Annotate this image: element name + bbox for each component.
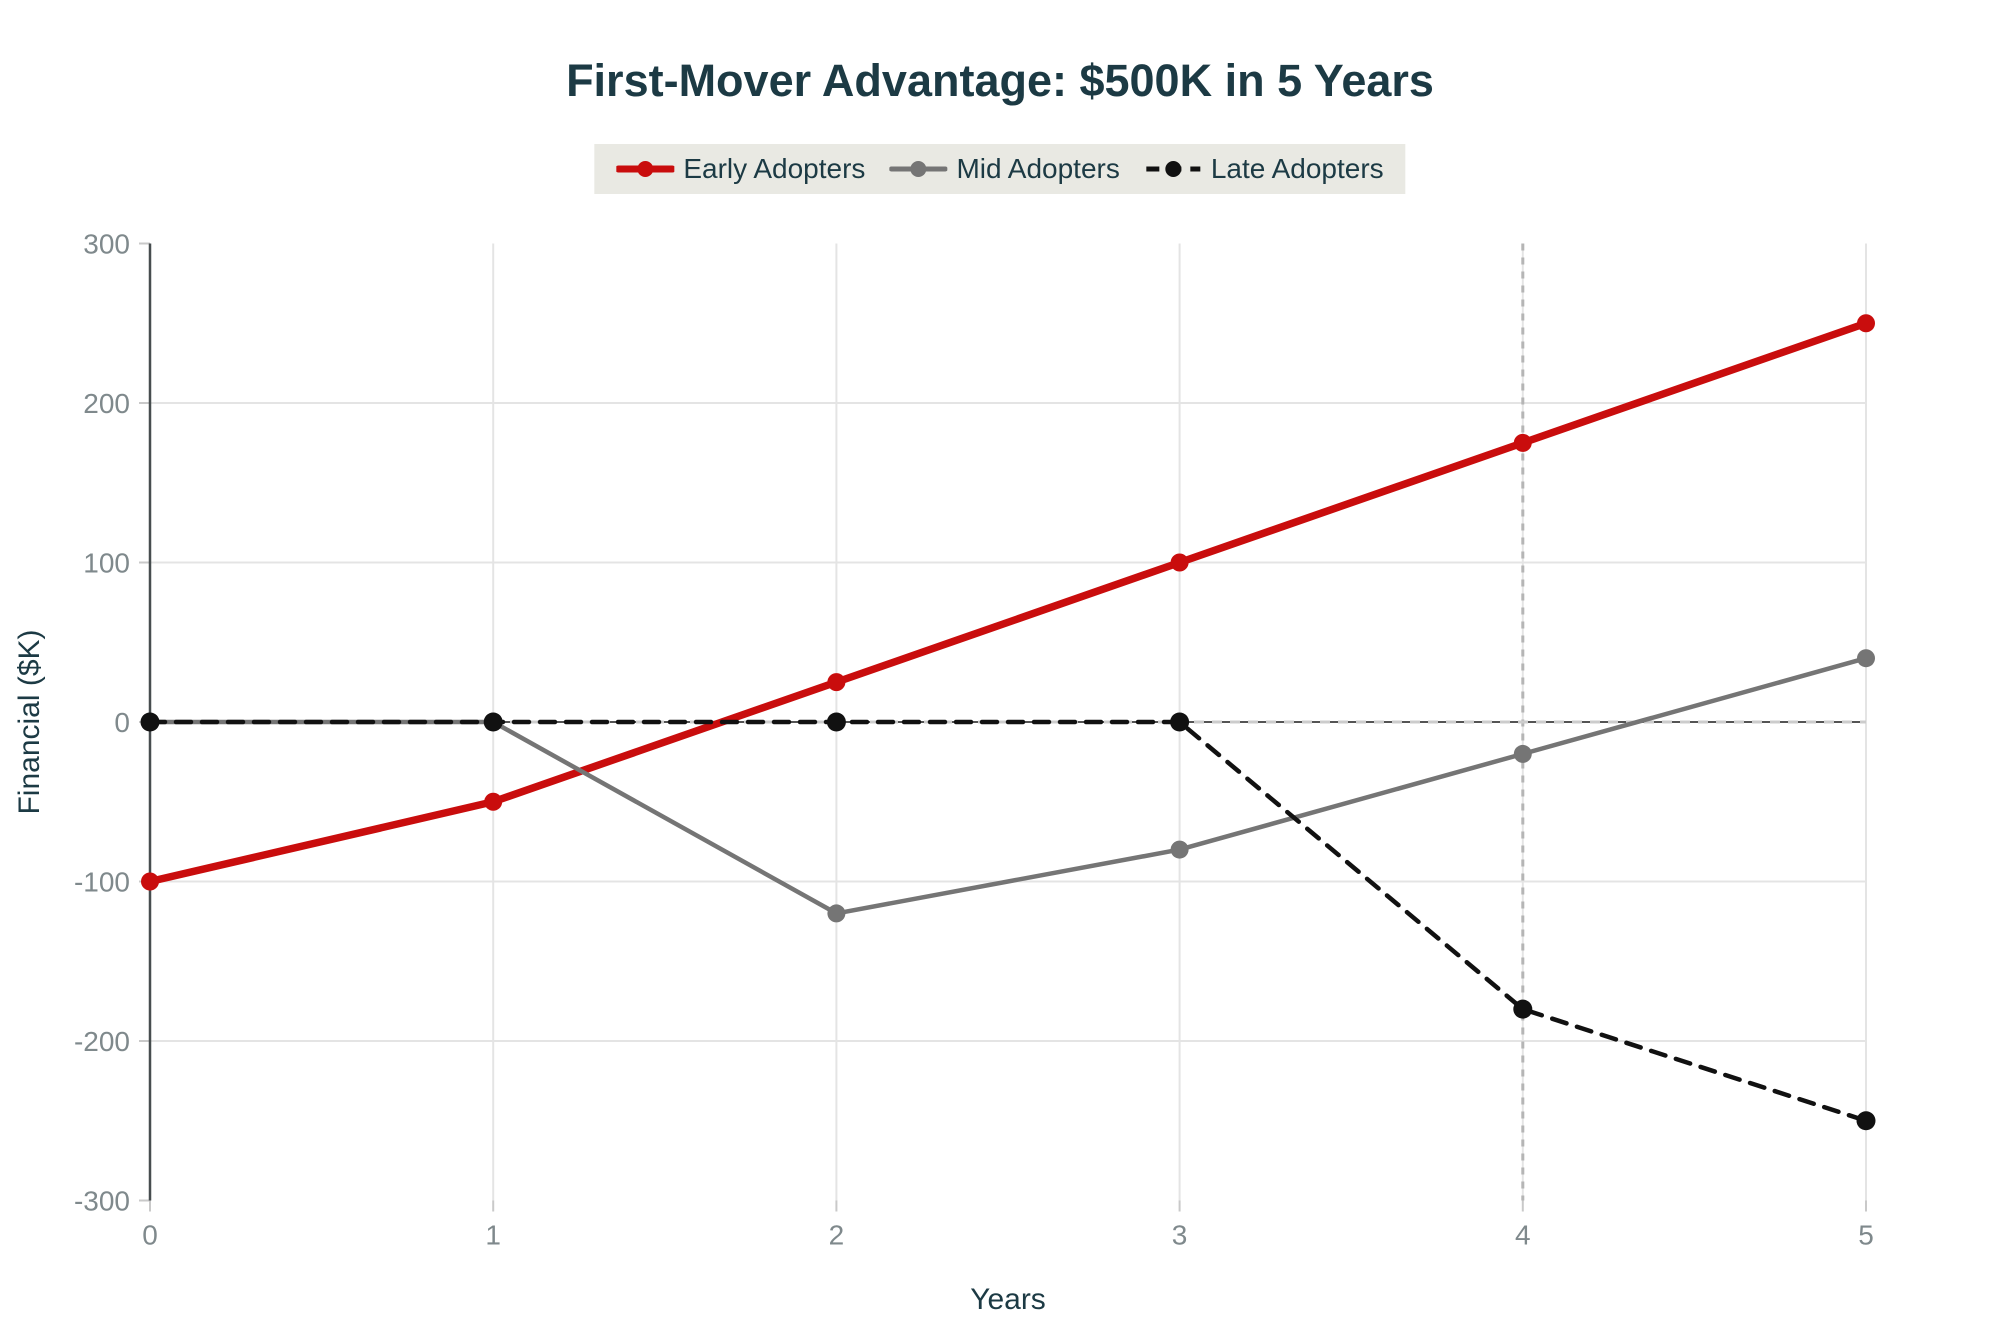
x-tick-label: 1 <box>485 1220 501 1251</box>
x-tick-label: 3 <box>1172 1220 1188 1251</box>
swatch-dot <box>637 161 654 177</box>
series-late-adopters-marker[interactable] <box>483 712 503 732</box>
series-mid-adopters-marker[interactable] <box>1513 744 1532 763</box>
series-early-adopters-marker[interactable] <box>141 872 159 891</box>
mid-adopters-line-marker-icon <box>889 161 948 177</box>
series-late-adopters-marker[interactable] <box>1513 999 1533 1019</box>
x-tick-label: 4 <box>1515 1220 1531 1251</box>
early-adopters-line-marker-icon <box>616 161 675 177</box>
legend-label: Mid Adopters <box>956 153 1120 184</box>
x-tick-label: 0 <box>142 1220 158 1251</box>
legend-item-mid-adopters[interactable]: Mid Adopters <box>889 153 1120 185</box>
y-tick-label: 0 <box>114 707 130 738</box>
series-late-adopters-line <box>147 719 1869 1123</box>
y-tick-label: 200 <box>83 388 130 419</box>
series-early-adopters-marker[interactable] <box>1857 314 1875 333</box>
legend-label: Late Adopters <box>1210 153 1384 184</box>
series-late-adopters-marker[interactable] <box>1170 712 1190 732</box>
x-tick-label: 5 <box>1858 1220 1874 1251</box>
y-tick-label: -200 <box>74 1026 130 1057</box>
y-tick-label: -100 <box>74 867 130 898</box>
series-early-adopters-marker[interactable] <box>1513 433 1532 452</box>
series-early-adopters-marker[interactable] <box>827 673 846 692</box>
series-early-adopters-line <box>146 319 1870 886</box>
y-tick-label: 100 <box>83 548 130 579</box>
series-mid-adopters-marker[interactable] <box>1170 840 1189 859</box>
series-mid-adopters-line <box>147 655 1869 916</box>
y-axis-title: Financial ($K) <box>13 629 46 815</box>
series-early-adopters-marker[interactable] <box>484 792 503 811</box>
x-tick-label: 2 <box>829 1220 845 1251</box>
swatch-dot <box>910 161 927 177</box>
chart-title: First-Mover Advantage: $500K in 5 Years <box>566 55 1434 106</box>
series-late-adopters-marker[interactable] <box>1856 1111 1876 1131</box>
series-mid-adopters-marker[interactable] <box>1857 649 1875 668</box>
late-adopters-dashed-line-marker-icon <box>1145 161 1200 177</box>
series-late-adopters-marker[interactable] <box>826 712 846 732</box>
series-mid-adopters-marker[interactable] <box>827 904 846 923</box>
y-tick-label: 300 <box>83 229 130 260</box>
series-early-adopters-marker[interactable] <box>1170 553 1189 572</box>
swatch-dot <box>1164 161 1181 177</box>
legend-item-late-adopters[interactable]: Late Adopters <box>1144 153 1384 185</box>
legend-item-early-adopters[interactable]: Early Adopters <box>616 153 865 185</box>
x-axis-title: Years <box>970 1283 1046 1316</box>
y-tick-label: -300 <box>74 1186 130 1217</box>
legend: Early Adopters Mid Adopters Late Adopter… <box>594 144 1406 194</box>
legend-label: Early Adopters <box>683 153 866 184</box>
series-late-adopters-marker[interactable] <box>140 712 160 732</box>
